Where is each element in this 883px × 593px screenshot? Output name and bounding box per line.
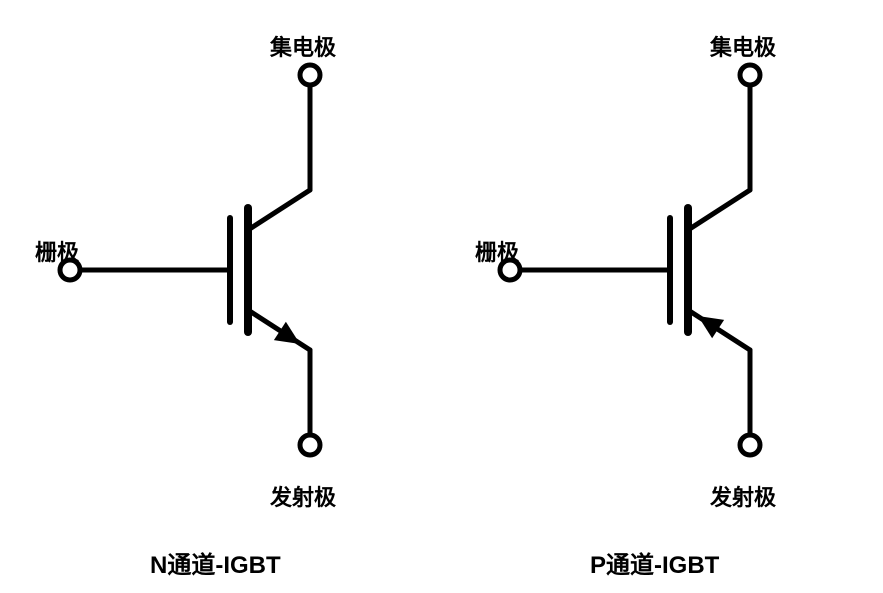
n-collector-label: 集电极 bbox=[270, 30, 336, 62]
p-collector-label: 集电极 bbox=[710, 30, 776, 62]
n-caption: N通道-IGBT bbox=[150, 545, 281, 580]
p-gate-label: 栅极 bbox=[475, 235, 519, 267]
p-emitter-label: 发射极 bbox=[710, 480, 776, 512]
p-caption: P通道-IGBT bbox=[590, 545, 719, 580]
n-gate-label: 栅极 bbox=[35, 235, 79, 267]
n-emitter-label: 发射极 bbox=[270, 480, 336, 512]
